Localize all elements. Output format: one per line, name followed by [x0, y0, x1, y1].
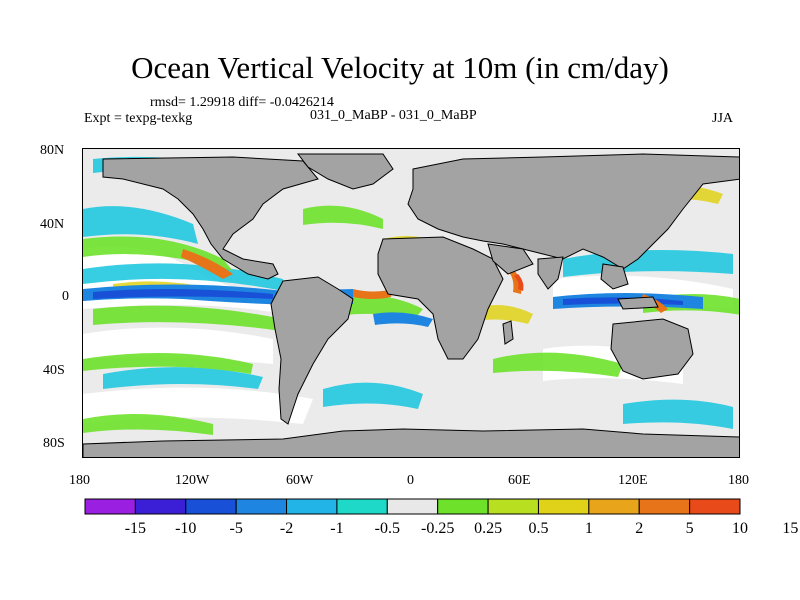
- colorbar-swatch: [84, 498, 136, 515]
- lat-tick-label: 0: [62, 289, 69, 304]
- colorbar-tick-label: 15: [782, 520, 798, 537]
- colorbar-swatch: [286, 498, 338, 515]
- colorbar-tick-label: 0.25: [474, 520, 502, 537]
- map-panel: [82, 148, 740, 458]
- colorbar-tick-label: -5: [229, 520, 242, 537]
- ocean-field: [83, 149, 739, 457]
- stats-text: rmsd= 1.29918 diff= -0.0426214: [150, 95, 334, 110]
- lon-tick-label: 120E: [618, 473, 648, 488]
- colorbar-swatch: [487, 498, 539, 515]
- lat-tick-label: 40N: [40, 217, 64, 232]
- lon-tick-label: 0: [407, 473, 414, 488]
- lon-tick-label: 180: [69, 473, 90, 488]
- lat-tick-label: 40S: [43, 363, 65, 378]
- colorbar-labels: -15 -10 -5 -2 -1 -0.5 -0.25 0.25 0.5 1 2 5 10 15: [125, 520, 799, 537]
- colorbar-swatch: [336, 498, 388, 515]
- lon-tick-label: 60E: [508, 473, 531, 488]
- colorbar-tick-label: 5: [686, 520, 694, 537]
- season-label: JJA: [712, 111, 734, 126]
- colorbar-tick-label: -10: [175, 520, 196, 537]
- colorbar-swatch: [537, 498, 590, 515]
- colorbar-swatch: [386, 498, 439, 515]
- colorbar-tick-label: 2: [635, 520, 643, 537]
- colorbar-tick-label: 1: [585, 520, 593, 537]
- lon-tick-label: 120W: [175, 473, 210, 488]
- colorbar: [84, 498, 741, 515]
- colorbar-swatch: [134, 498, 187, 515]
- colorbar-tick-label: -2: [280, 520, 293, 537]
- case-label: 031_0_MaBP - 031_0_MaBP: [310, 108, 477, 123]
- colorbar-tick-label: -15: [125, 520, 146, 537]
- colorbar-tick-label: 0.5: [528, 520, 548, 537]
- colorbar-swatch: [689, 498, 741, 515]
- colorbar-tick-label: -0.25: [421, 520, 454, 537]
- lat-tick-label: 80N: [40, 143, 64, 158]
- lon-tick-label: 60W: [286, 473, 314, 488]
- plot-title: Ocean Vertical Velocity at 10m (in cm/da…: [131, 50, 669, 85]
- colorbar-swatch: [437, 498, 489, 515]
- colorbar-swatch: [588, 498, 640, 515]
- colorbar-swatch: [638, 498, 691, 515]
- experiment-label: Expt = texpg-texkg: [84, 111, 193, 126]
- colorbar-tick-label: -1: [330, 520, 343, 537]
- colorbar-swatch: [235, 498, 288, 515]
- lon-tick-label: 180: [728, 473, 749, 488]
- lat-tick-label: 80S: [43, 436, 65, 451]
- colorbar-tick-label: -0.5: [375, 520, 400, 537]
- colorbar-tick-label: 10: [732, 520, 748, 537]
- colorbar-swatch: [185, 498, 237, 515]
